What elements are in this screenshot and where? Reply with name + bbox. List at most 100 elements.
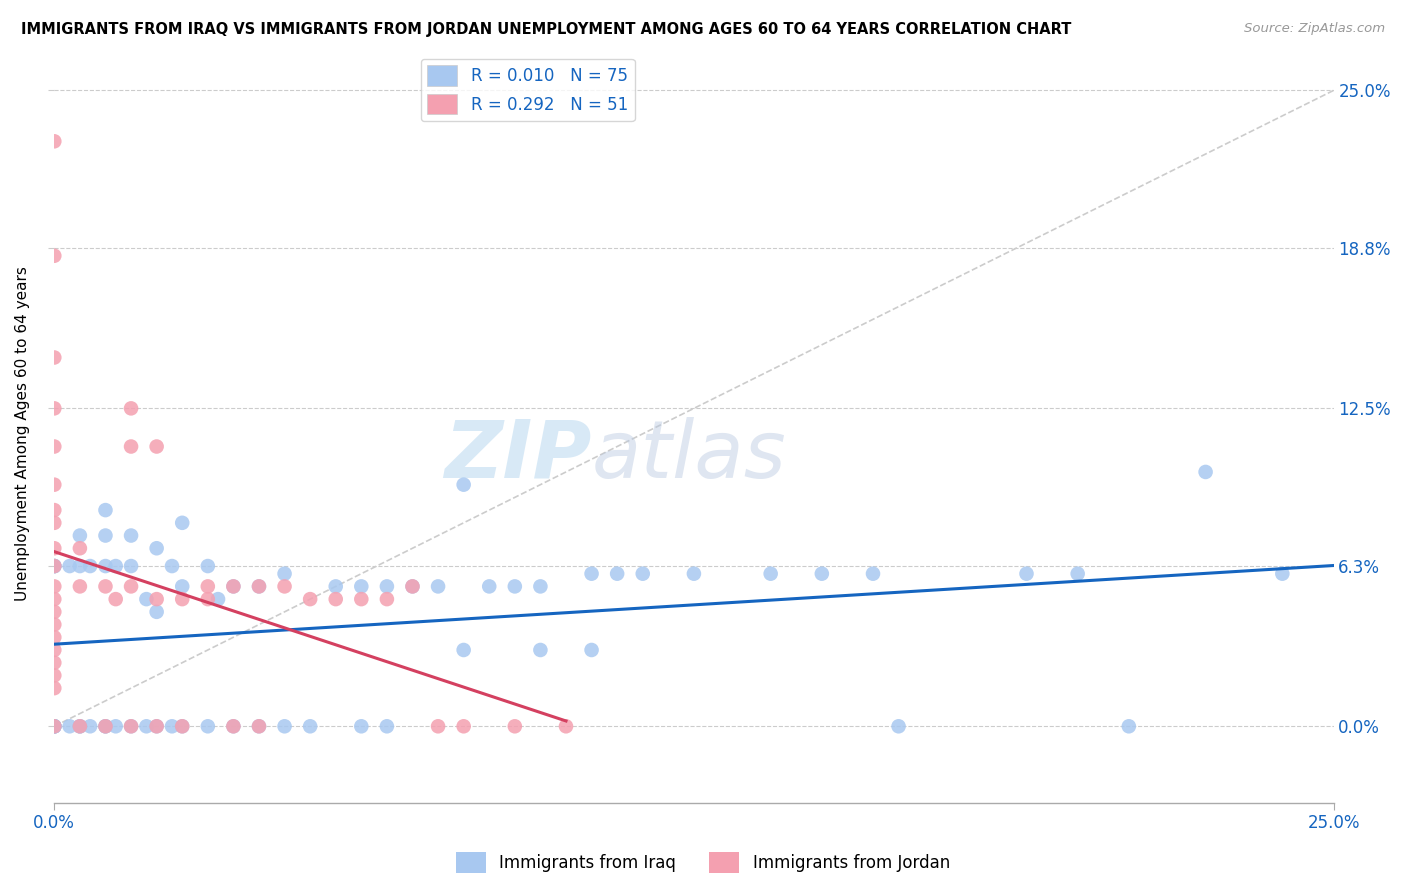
Point <box>44 503 66 517</box>
Point <box>94 503 117 517</box>
Point <box>94 528 117 542</box>
Point <box>44 559 66 574</box>
Point <box>862 566 884 581</box>
Point <box>606 566 628 581</box>
Point <box>44 134 66 148</box>
Point <box>145 592 167 607</box>
Point <box>222 579 245 593</box>
Point <box>529 579 551 593</box>
Point <box>145 719 167 733</box>
Point <box>44 579 66 593</box>
Point <box>135 719 157 733</box>
Point <box>273 719 295 733</box>
Point <box>44 249 66 263</box>
Point <box>887 719 910 733</box>
Legend: Immigrants from Iraq, Immigrants from Jordan: Immigrants from Iraq, Immigrants from Jo… <box>450 846 956 880</box>
Point <box>325 592 347 607</box>
Point <box>247 719 270 733</box>
Point <box>350 579 373 593</box>
Point <box>145 440 167 454</box>
Point <box>503 579 526 593</box>
Point <box>44 605 66 619</box>
Point <box>44 401 66 416</box>
Point <box>44 630 66 644</box>
Point <box>44 617 66 632</box>
Point <box>555 719 578 733</box>
Point <box>299 719 322 733</box>
Point <box>120 579 142 593</box>
Point <box>69 719 91 733</box>
Point <box>247 579 270 593</box>
Point <box>1118 719 1140 733</box>
Point <box>197 579 219 593</box>
Point <box>69 528 91 542</box>
Point <box>375 719 398 733</box>
Point <box>44 719 66 733</box>
Point <box>120 401 142 416</box>
Point <box>299 592 322 607</box>
Point <box>69 579 91 593</box>
Point <box>94 719 117 733</box>
Point <box>172 719 194 733</box>
Point <box>69 541 91 556</box>
Point <box>69 719 91 733</box>
Point <box>94 579 117 593</box>
Point <box>120 559 142 574</box>
Point <box>207 592 229 607</box>
Point <box>120 528 142 542</box>
Point <box>44 643 66 657</box>
Point <box>104 592 127 607</box>
Point <box>683 566 706 581</box>
Point <box>811 566 834 581</box>
Point <box>197 592 219 607</box>
Point <box>44 559 66 574</box>
Point <box>160 559 183 574</box>
Point <box>44 681 66 695</box>
Point <box>427 719 450 733</box>
Point <box>325 579 347 593</box>
Point <box>59 719 82 733</box>
Point <box>222 579 245 593</box>
Point <box>135 592 157 607</box>
Point <box>273 579 295 593</box>
Point <box>44 719 66 733</box>
Point <box>350 592 373 607</box>
Point <box>44 719 66 733</box>
Point <box>44 719 66 733</box>
Point <box>44 592 66 607</box>
Text: IMMIGRANTS FROM IRAQ VS IMMIGRANTS FROM JORDAN UNEMPLOYMENT AMONG AGES 60 TO 64 : IMMIGRANTS FROM IRAQ VS IMMIGRANTS FROM … <box>21 22 1071 37</box>
Point <box>79 719 101 733</box>
Point <box>401 579 423 593</box>
Point <box>222 719 245 733</box>
Text: Source: ZipAtlas.com: Source: ZipAtlas.com <box>1244 22 1385 36</box>
Point <box>350 719 373 733</box>
Point <box>69 559 91 574</box>
Point <box>59 559 82 574</box>
Point <box>44 656 66 670</box>
Point <box>1271 566 1294 581</box>
Point <box>478 579 501 593</box>
Point <box>44 559 66 574</box>
Point <box>401 579 423 593</box>
Point <box>120 719 142 733</box>
Point <box>581 643 603 657</box>
Point <box>44 559 66 574</box>
Point <box>69 719 91 733</box>
Point <box>120 440 142 454</box>
Point <box>104 559 127 574</box>
Point <box>427 579 450 593</box>
Point <box>79 559 101 574</box>
Point <box>453 477 475 491</box>
Point <box>145 605 167 619</box>
Point <box>145 719 167 733</box>
Point <box>273 566 295 581</box>
Point <box>94 719 117 733</box>
Point <box>1066 566 1088 581</box>
Text: ZIP: ZIP <box>444 417 592 495</box>
Point <box>44 541 66 556</box>
Point <box>172 579 194 593</box>
Point <box>1194 465 1216 479</box>
Point <box>503 719 526 733</box>
Point <box>172 516 194 530</box>
Text: atlas: atlas <box>592 417 786 495</box>
